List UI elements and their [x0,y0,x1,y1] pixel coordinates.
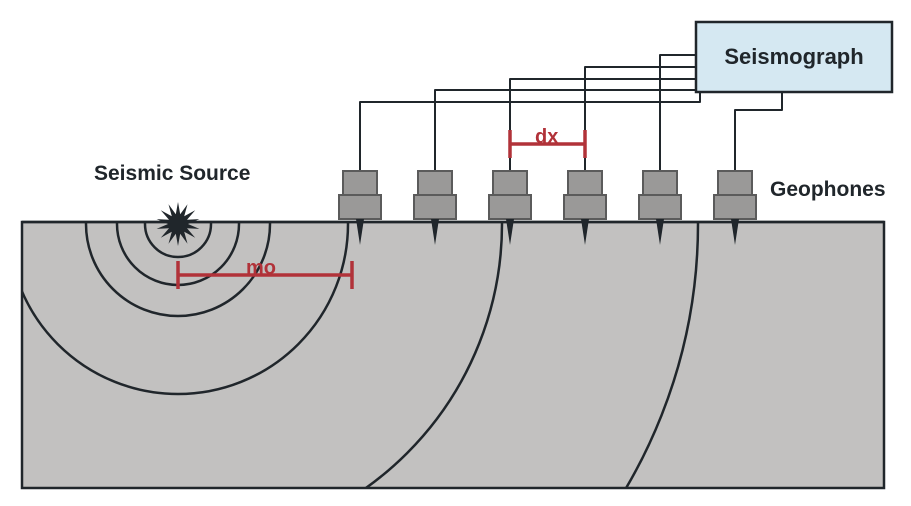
cable-0 [360,92,700,171]
cable-5 [735,92,782,171]
geophones-label: Geophones [770,178,886,202]
cable-3 [585,67,700,171]
dx-label: dx [535,126,558,149]
cable-4 [660,55,700,171]
ground [22,222,884,488]
mo-label: mo [246,257,276,280]
seismograph-label: Seismograph [696,22,892,92]
cable-2 [510,79,700,171]
seismic-source-label: Seismic Source [94,162,250,186]
